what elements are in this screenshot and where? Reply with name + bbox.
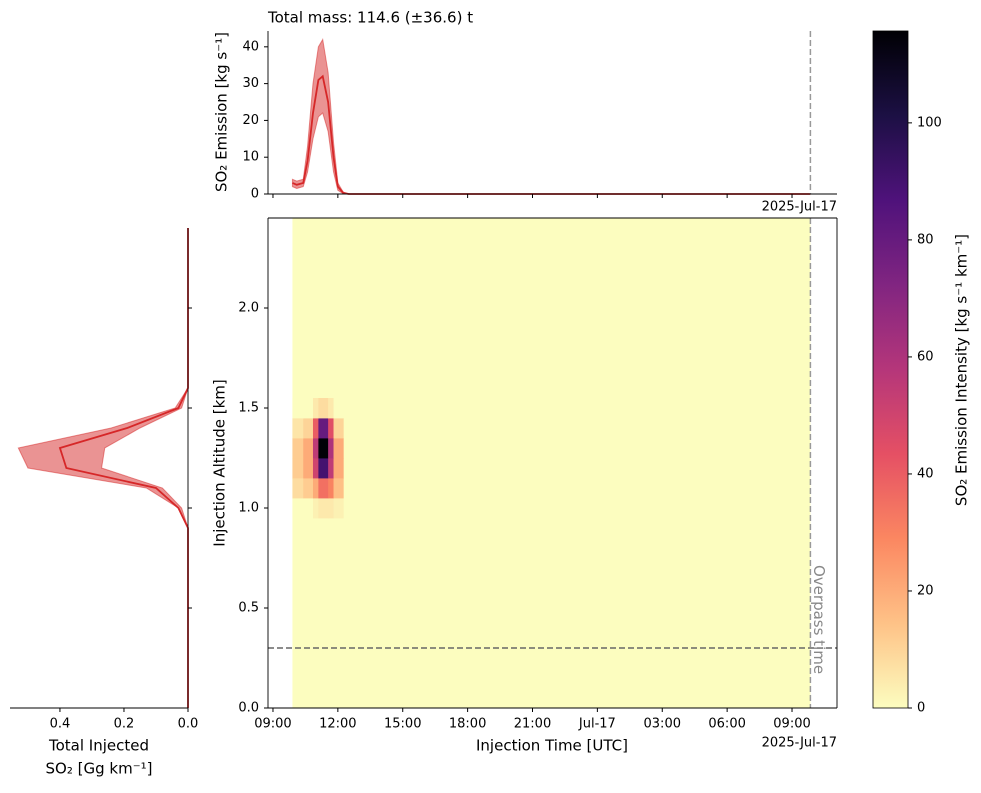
top-offset-label: 2025-Jul-17 <box>762 200 837 215</box>
y-tick-label: 0.0 <box>238 701 259 716</box>
colorbar-tick-label: 80 <box>917 232 934 247</box>
y-tick-label: 0.5 <box>238 601 259 616</box>
heatmap-cell <box>333 398 344 419</box>
x-tick-label: 0.2 <box>114 717 135 732</box>
heatmap-cell <box>312 458 319 479</box>
heatmap-cell <box>292 478 304 499</box>
heatmap-cell <box>318 478 329 499</box>
mean-line <box>58 228 189 708</box>
heatmap-cell <box>312 418 319 439</box>
x-tick-label: Jul-17 <box>578 717 616 732</box>
x-tick-label: 0.0 <box>178 717 199 732</box>
colorbar-label: SO₂ Emission Intensity [kg s⁻¹ km⁻¹] <box>953 234 971 506</box>
top-y-label: SO₂ Emission [kg s⁻¹] <box>213 32 231 192</box>
uncertainty-band <box>17 228 189 708</box>
x-tick-label: 03:00 <box>644 717 681 732</box>
top-title: Total mass: 114.6 (±36.6) t <box>267 9 473 27</box>
heatmap-cell <box>312 438 319 459</box>
heatmap-cell <box>303 438 314 459</box>
heatmap-cell <box>328 458 334 479</box>
heatmap-cell <box>328 438 334 459</box>
left-x-label: Total Injected <box>48 737 149 755</box>
heatmap-cell <box>333 498 344 519</box>
heatmap-cell <box>333 478 344 499</box>
heatmap-cell <box>312 478 319 499</box>
heatmap-cell <box>312 398 319 419</box>
colorbar <box>872 30 909 709</box>
x-tick-label: 06:00 <box>708 717 745 732</box>
x-tick-label: 21:00 <box>514 717 551 732</box>
colorbar-tick-label: 60 <box>917 349 934 364</box>
heatmap-cell <box>312 498 319 519</box>
overpass-label: Overpass time <box>810 565 828 674</box>
heatmap-cell <box>333 458 344 479</box>
heatmap-cell <box>303 418 314 439</box>
heatmap-cell <box>303 458 314 479</box>
heatmap-cell <box>318 438 329 459</box>
x-tick-label: 18:00 <box>449 717 486 732</box>
heatmap-cell <box>292 458 304 479</box>
uncertainty-band <box>291 38 811 195</box>
heatmap-cell <box>318 418 329 439</box>
heatmap-cell <box>333 418 344 439</box>
main-y-label: Injection Altitude [km] <box>211 379 229 546</box>
y-tick-label: 40 <box>242 39 259 54</box>
colorbar-tick-label: 20 <box>917 583 934 598</box>
colorbar-tick-label: 0 <box>917 701 925 716</box>
heatmap-cell <box>328 478 334 499</box>
x-tick-label: 09:00 <box>254 717 291 732</box>
heatmap-cell <box>292 398 304 419</box>
y-tick-label: 10 <box>242 150 259 165</box>
x-tick-label: 15:00 <box>384 717 421 732</box>
x-tick-label: 12:00 <box>319 717 356 732</box>
heatmap-cell <box>318 458 329 479</box>
y-tick-label: 30 <box>242 76 259 91</box>
heatmap-cell <box>303 398 314 419</box>
heatmap-cell <box>328 398 334 419</box>
main-x-label: Injection Time [UTC] <box>476 737 628 755</box>
heatmap-cell <box>292 498 304 519</box>
heatmap-cell <box>292 438 304 459</box>
heatmap-cell <box>292 418 304 439</box>
main-offset-label: 2025-Jul-17 <box>762 736 837 751</box>
colorbar-tick-label: 40 <box>917 466 934 481</box>
colorbar-tick-label: 100 <box>917 115 942 130</box>
mean-line <box>292 74 811 195</box>
left-x-label: SO₂ [Gg km⁻¹] <box>46 760 153 778</box>
heatmap-cell <box>328 418 334 439</box>
heatmap-cell <box>303 498 314 519</box>
y-tick-label: 0 <box>251 187 259 202</box>
heatmap-cell <box>318 398 329 419</box>
heatmap-cell <box>303 478 314 499</box>
x-tick-label: 0.4 <box>50 717 71 732</box>
y-tick-label: 2.0 <box>238 301 259 316</box>
x-tick-label: 09:00 <box>773 717 810 732</box>
heatmap-cell <box>333 438 344 459</box>
heatmap-cell <box>328 498 334 519</box>
heatmap-background <box>292 218 811 708</box>
y-tick-label: 1.0 <box>238 501 259 516</box>
y-tick-label: 1.5 <box>238 401 259 416</box>
y-tick-label: 20 <box>242 113 259 128</box>
heatmap-cell <box>318 498 329 519</box>
